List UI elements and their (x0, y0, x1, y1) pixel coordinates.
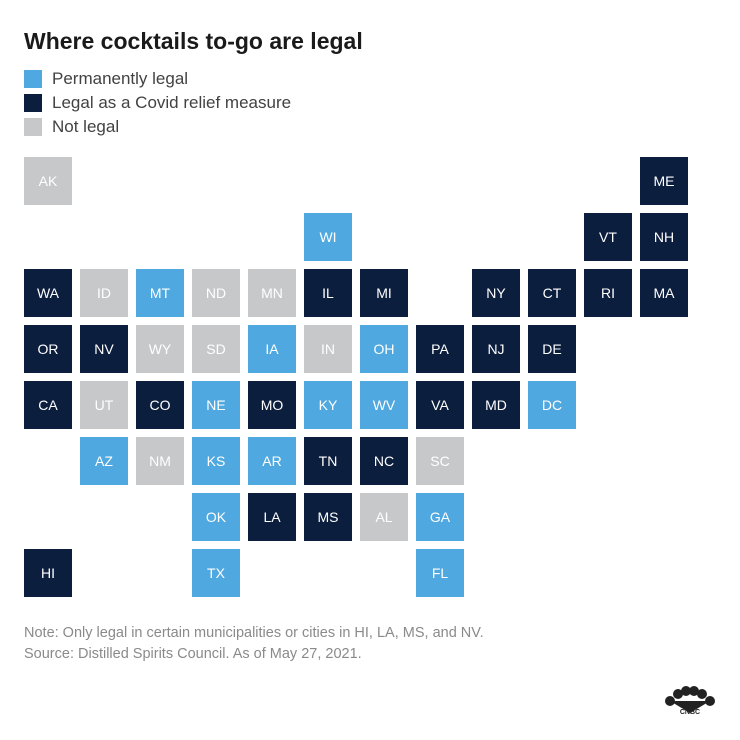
state-cell-ca: CA (24, 381, 72, 429)
state-cell-la: LA (248, 493, 296, 541)
state-cell-ma: MA (640, 269, 688, 317)
state-cell-nh: NH (640, 213, 688, 261)
legend-label: Permanently legal (52, 69, 188, 89)
state-cell-ia: IA (248, 325, 296, 373)
state-cell-ks: KS (192, 437, 240, 485)
state-cell-az: AZ (80, 437, 128, 485)
state-grid: AK ME WI VTNH WAIDMTNDMNILMI NYCTRIMA ORNVWYSD… (24, 157, 716, 597)
state-cell-de: DE (528, 325, 576, 373)
state-cell-ri: RI (584, 269, 632, 317)
state-cell-md: MD (472, 381, 520, 429)
state-cell-nj: NJ (472, 325, 520, 373)
state-cell-ny: NY (472, 269, 520, 317)
state-cell-sc: SC (416, 437, 464, 485)
chart-title: Where cocktails to-go are legal (24, 28, 716, 55)
state-cell-wy: WY (136, 325, 184, 373)
state-cell-nd: ND (192, 269, 240, 317)
note-line-2: Source: Distilled Spirits Council. As of… (24, 644, 716, 665)
state-cell-ak: AK (24, 157, 72, 205)
legend-label: Not legal (52, 117, 119, 137)
state-cell-ms: MS (304, 493, 352, 541)
state-cell-pa: PA (416, 325, 464, 373)
legend-item: Legal as a Covid relief measure (24, 93, 716, 113)
state-cell-va: VA (416, 381, 464, 429)
state-cell-al: AL (360, 493, 408, 541)
state-cell-ok: OK (192, 493, 240, 541)
state-cell-sd: SD (192, 325, 240, 373)
footnote: Note: Only legal in certain municipaliti… (24, 623, 716, 665)
legend-label: Legal as a Covid relief measure (52, 93, 291, 113)
state-cell-nv: NV (80, 325, 128, 373)
state-cell-ar: AR (248, 437, 296, 485)
state-cell-tn: TN (304, 437, 352, 485)
state-cell-wi: WI (304, 213, 352, 261)
state-cell-wv: WV (360, 381, 408, 429)
state-cell-in: IN (304, 325, 352, 373)
state-cell-dc: DC (528, 381, 576, 429)
state-cell-ky: KY (304, 381, 352, 429)
state-cell-tx: TX (192, 549, 240, 597)
legend: Permanently legal Legal as a Covid relief… (24, 69, 716, 137)
legend-item: Not legal (24, 117, 716, 137)
legend-swatch (24, 118, 42, 136)
legend-item: Permanently legal (24, 69, 716, 89)
state-cell-me: ME (640, 157, 688, 205)
state-cell-ga: GA (416, 493, 464, 541)
state-cell-wa: WA (24, 269, 72, 317)
state-cell-co: CO (136, 381, 184, 429)
state-cell-mt: MT (136, 269, 184, 317)
state-cell-vt: VT (584, 213, 632, 261)
state-cell-oh: OH (360, 325, 408, 373)
state-cell-ct: CT (528, 269, 576, 317)
state-cell-id: ID (80, 269, 128, 317)
state-cell-ut: UT (80, 381, 128, 429)
brand-logo: CNBC (664, 685, 716, 720)
state-cell-nc: NC (360, 437, 408, 485)
state-cell-or: OR (24, 325, 72, 373)
note-line-1: Note: Only legal in certain municipaliti… (24, 623, 716, 644)
svg-text:CNBC: CNBC (680, 709, 700, 715)
legend-swatch (24, 94, 42, 112)
state-cell-hi: HI (24, 549, 72, 597)
state-cell-il: IL (304, 269, 352, 317)
state-cell-fl: FL (416, 549, 464, 597)
state-cell-mo: MO (248, 381, 296, 429)
state-cell-mi: MI (360, 269, 408, 317)
state-cell-nm: NM (136, 437, 184, 485)
state-cell-mn: MN (248, 269, 296, 317)
state-cell-ne: NE (192, 381, 240, 429)
legend-swatch (24, 70, 42, 88)
